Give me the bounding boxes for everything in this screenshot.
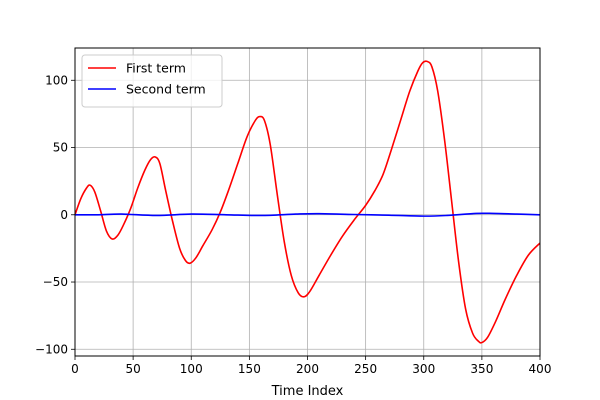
x-tick-label: 100 [180,362,203,376]
y-tick-label: −50 [43,275,68,289]
legend: First term Second term [81,54,223,108]
x-axis-ticks: 0 50 100 150 200 250 300 350 400 [71,356,551,376]
x-axis-label: Time Index [271,384,344,399]
series-line-first-term [74,60,541,344]
y-tick-label: 0 [60,208,68,222]
legend-label: Second term [126,82,206,97]
x-tick-label: 0 [71,362,79,376]
x-tick-label: 50 [125,362,140,376]
y-axis-ticks: −100 −50 0 50 100 [35,73,75,356]
data-lines [74,60,541,344]
x-tick-label: 400 [529,362,552,376]
legend-label: First term [126,61,186,76]
y-tick-label: 100 [45,73,68,87]
x-tick-label: 150 [238,362,261,376]
x-tick-label: 300 [412,362,435,376]
y-tick-label: 50 [53,141,68,155]
x-tick-label: 250 [354,362,377,376]
legend-box [81,54,223,108]
y-tick-label: −100 [35,342,68,356]
x-tick-label: 350 [470,362,493,376]
series-line-second-term [74,212,541,217]
x-tick-label: 200 [296,362,319,376]
